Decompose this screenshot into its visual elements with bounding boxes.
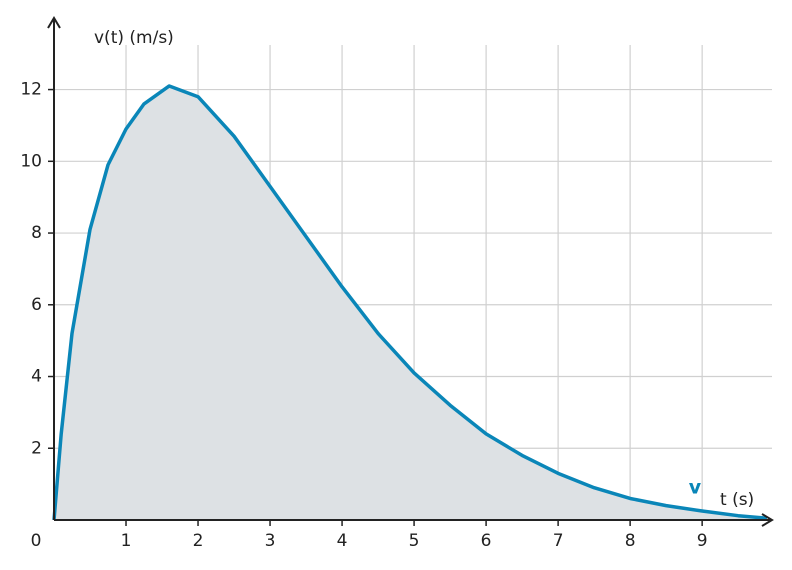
line (52, 84, 768, 521)
x-tick-label: 0 (31, 531, 42, 551)
y-tick-label: 2 (31, 438, 42, 458)
x-tick-label: 7 (553, 531, 564, 551)
y-tick-label: 12 (20, 80, 42, 100)
y-tick-label: 6 (31, 295, 42, 315)
area (54, 85, 767, 520)
x-tick-label: 2 (193, 531, 204, 551)
y-tick-label: 8 (31, 223, 42, 243)
legend-label: v (689, 477, 702, 499)
y-arrow (47, 16, 61, 29)
x-tick-label: 5 (409, 531, 420, 551)
y-tick-label: 4 (31, 367, 42, 387)
y-axis-label: v(t) (m/s) (94, 28, 174, 48)
x-arrow (761, 513, 774, 527)
axes (47, 16, 774, 527)
x-tick-label: 9 (697, 531, 708, 551)
x-tick-label: 3 (265, 531, 276, 551)
x-tick-label: 1 (121, 531, 132, 551)
x-axis-label: t (s) (720, 490, 754, 510)
y-tick-label: 10 (20, 151, 42, 171)
x-tick-label: 4 (337, 531, 348, 551)
x-tick-label: 6 (481, 531, 492, 551)
x-tick-label: 8 (625, 531, 636, 551)
